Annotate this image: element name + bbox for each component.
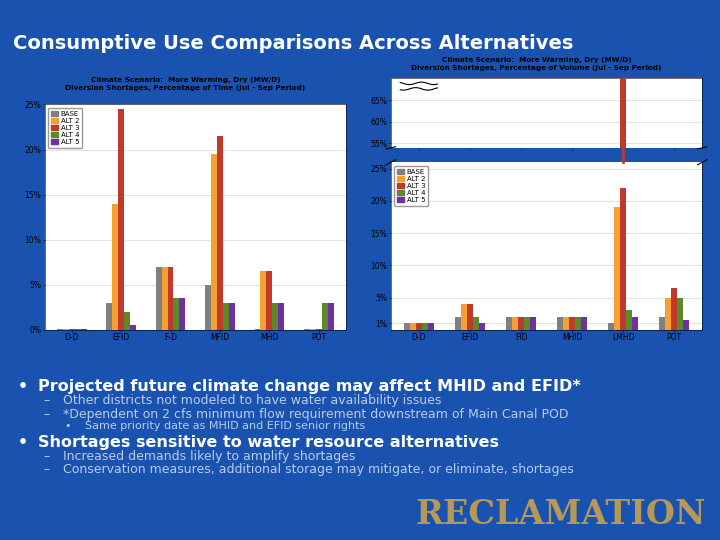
Bar <box>410 323 416 330</box>
Bar <box>404 323 410 330</box>
Bar <box>467 304 473 330</box>
Bar <box>272 303 278 330</box>
Bar <box>620 188 626 330</box>
Bar <box>205 285 211 330</box>
Bar <box>310 329 316 330</box>
Bar <box>229 303 235 330</box>
Text: Shortages sensitive to water resource alternatives: Shortages sensitive to water resource al… <box>38 435 499 450</box>
Bar <box>505 317 512 330</box>
Bar <box>461 304 467 330</box>
Bar <box>569 317 575 330</box>
Bar <box>575 317 581 330</box>
Bar <box>81 329 86 330</box>
Bar <box>75 329 81 330</box>
Bar <box>632 317 639 330</box>
Bar <box>626 310 632 330</box>
Text: •: • <box>65 422 71 431</box>
Bar <box>328 303 333 330</box>
Legend: BASE, ALT 2, ALT 3, ALT 4, ALT 5: BASE, ALT 2, ALT 3, ALT 4, ALT 5 <box>48 108 82 148</box>
Bar <box>174 298 179 330</box>
Text: •: • <box>18 435 28 450</box>
Bar <box>124 312 130 330</box>
Bar <box>266 271 272 330</box>
Text: Consumptive Use Comparisons Across Alternatives: Consumptive Use Comparisons Across Alter… <box>13 34 573 53</box>
Bar <box>57 329 63 330</box>
Bar <box>581 317 588 330</box>
Text: Same priority date as MHID and EFID senior rights: Same priority date as MHID and EFID seni… <box>85 422 365 431</box>
Bar <box>211 154 217 330</box>
Bar <box>217 136 223 330</box>
Bar <box>512 317 518 330</box>
Bar <box>261 271 266 330</box>
Bar <box>416 323 422 330</box>
Bar <box>608 323 614 330</box>
Bar <box>671 288 678 330</box>
Text: –: – <box>43 463 50 476</box>
Bar <box>223 303 229 330</box>
Bar <box>156 267 161 330</box>
Bar <box>620 0 626 148</box>
Legend: BASE, ALT 2, ALT 3, ALT 4, ALT 5: BASE, ALT 2, ALT 3, ALT 4, ALT 5 <box>395 166 428 206</box>
Bar <box>161 267 168 330</box>
Bar <box>304 329 310 330</box>
Bar <box>422 323 428 330</box>
Bar <box>563 317 569 330</box>
Bar <box>455 317 461 330</box>
Bar <box>428 323 434 330</box>
Bar <box>254 329 261 330</box>
Bar <box>118 109 124 330</box>
Text: RECLAMATION: RECLAMATION <box>415 498 706 531</box>
Bar <box>68 329 75 330</box>
Text: Conservation measures, additional storage may mitigate, or eliminate, shortages: Conservation measures, additional storag… <box>63 463 574 476</box>
Bar <box>614 207 620 330</box>
Text: Projected future climate change may affect MHID and EFID*: Projected future climate change may affe… <box>38 379 581 394</box>
Bar <box>107 303 112 330</box>
Bar <box>518 317 524 330</box>
Bar <box>322 303 328 330</box>
Text: –: – <box>43 394 50 407</box>
Text: *Dependent on 2 cfs minimum flow requirement downstream of Main Canal POD: *Dependent on 2 cfs minimum flow require… <box>63 408 569 421</box>
Text: Climate Scenario:  More Warming, Dry (MW/D)
Diversion Shortages, Percentage of V: Climate Scenario: More Warming, Dry (MW/… <box>411 57 662 71</box>
Text: Other districts not modeled to have water availability issues: Other districts not modeled to have wate… <box>63 394 442 407</box>
Bar <box>278 303 284 330</box>
Bar <box>678 298 683 330</box>
Text: –: – <box>43 450 50 463</box>
Text: Increased demands likely to amplify shortages: Increased demands likely to amplify shor… <box>63 450 356 463</box>
Bar <box>112 204 118 330</box>
Bar <box>168 267 174 330</box>
Bar <box>665 298 671 330</box>
Text: •: • <box>18 379 28 394</box>
Bar <box>480 323 485 330</box>
Bar <box>473 317 480 330</box>
Text: –: – <box>43 408 50 421</box>
Bar <box>557 317 563 330</box>
Bar <box>659 317 665 330</box>
Bar <box>179 298 185 330</box>
Bar <box>316 329 322 330</box>
Bar <box>530 317 536 330</box>
Text: Climate Scenario:  More Warming, Dry (MW/D)
Diversion Shortages, Percentage of T: Climate Scenario: More Warming, Dry (MW/… <box>66 77 305 91</box>
Bar <box>63 329 68 330</box>
Bar <box>683 320 690 330</box>
Bar <box>524 317 530 330</box>
Bar <box>130 325 136 330</box>
